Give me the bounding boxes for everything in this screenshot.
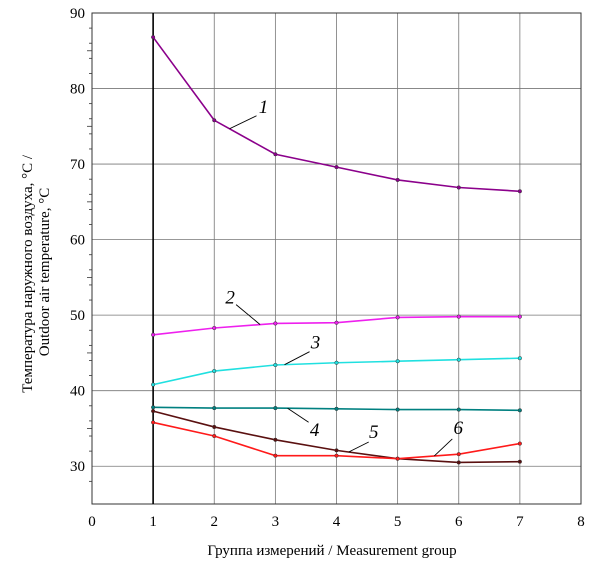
series-6-point	[456, 452, 461, 457]
y-axis-title-line-2: Outdoor air temperature, °С	[37, 188, 53, 356]
series-1-point	[151, 35, 156, 40]
x-tick-label: 6	[455, 514, 463, 530]
series-label-leader	[348, 441, 369, 453]
series-6-point	[151, 420, 156, 425]
y-tick-label: 50	[70, 308, 85, 324]
series-6-point	[212, 433, 217, 439]
series-6-point	[273, 453, 278, 458]
grid	[87, 12, 582, 505]
y-tick-label: 40	[70, 384, 85, 400]
series-3-point	[456, 357, 461, 362]
series-2-point	[151, 332, 156, 337]
y-axis-title: Температура наружного воздуха, °С / Outd…	[20, 151, 53, 393]
x-tick-label: 8	[577, 514, 585, 530]
series-4-point	[395, 407, 400, 412]
x-tick-label: 0	[88, 514, 96, 530]
series-5-point	[517, 459, 522, 464]
series-3-point	[334, 360, 339, 365]
x-tick-label: 4	[333, 514, 341, 530]
series-label-6: 6	[454, 418, 464, 439]
y-axis-title-line-1: Температура наружного воздуха, °С /	[20, 154, 36, 393]
series-2-point	[212, 325, 217, 331]
series-1-point	[334, 165, 339, 170]
series-3-point	[151, 382, 156, 387]
series-label-leader	[284, 351, 310, 366]
series-3-point	[212, 369, 217, 374]
series-label-3: 3	[310, 333, 321, 354]
series-labels: 1 2 3 4 5 6	[225, 97, 464, 457]
series-1-point	[395, 177, 400, 182]
x-tick-label: 2	[211, 514, 219, 530]
series-label-2: 2	[225, 288, 235, 309]
series-4-point	[517, 408, 522, 413]
series-1-point	[517, 189, 522, 194]
series-lines	[151, 35, 522, 465]
series-label-1: 1	[259, 97, 269, 118]
series-4-point	[212, 406, 217, 411]
series-4-point	[334, 406, 339, 411]
y-tick-label: 90	[70, 6, 85, 22]
x-axis-title: Группа измерений / Measurement group	[207, 543, 456, 559]
series-3-point	[273, 362, 278, 368]
series-label-4: 4	[310, 420, 320, 441]
series-4-point	[456, 407, 461, 412]
series-4-point	[273, 406, 278, 411]
series-1-point	[212, 118, 217, 123]
x-tick-label: 5	[394, 514, 402, 530]
series-label-leader	[229, 115, 257, 130]
series-3-point	[517, 356, 522, 361]
series-5-point	[456, 460, 461, 465]
series-5-point	[273, 437, 278, 442]
y-tick-label: 80	[70, 82, 85, 98]
series-label-5: 5	[369, 422, 379, 443]
tick-labels: 0 1 2 3 4 5 6 7 8 30 40 50 60 70 80 90	[70, 6, 585, 530]
series-5-point	[212, 424, 217, 430]
series-2-point	[273, 321, 278, 326]
series-1-point	[456, 185, 461, 190]
series-2-point	[334, 320, 339, 325]
series-4-point	[151, 405, 156, 410]
series-2-point	[456, 314, 461, 319]
series-2-point	[395, 315, 400, 320]
series-3-point	[395, 359, 400, 364]
series-6-point	[517, 441, 522, 446]
x-tick-label: 3	[272, 514, 280, 530]
series-5-point	[151, 409, 156, 414]
plot-frame	[91, 12, 582, 505]
y-tick-label: 70	[70, 157, 85, 173]
series-5-point	[334, 448, 339, 453]
y-tick-label: 30	[70, 459, 85, 475]
series-label-leader	[287, 407, 309, 423]
x-tick-label: 7	[516, 514, 524, 530]
series-6-point	[395, 456, 400, 461]
y-tick-label: 60	[70, 233, 85, 249]
series-1-point	[273, 152, 278, 157]
series-6-point	[334, 453, 339, 458]
series-label-leader	[433, 438, 453, 457]
series-2-point	[517, 314, 522, 319]
x-tick-label: 1	[149, 514, 157, 530]
series-label-leader	[235, 304, 261, 325]
